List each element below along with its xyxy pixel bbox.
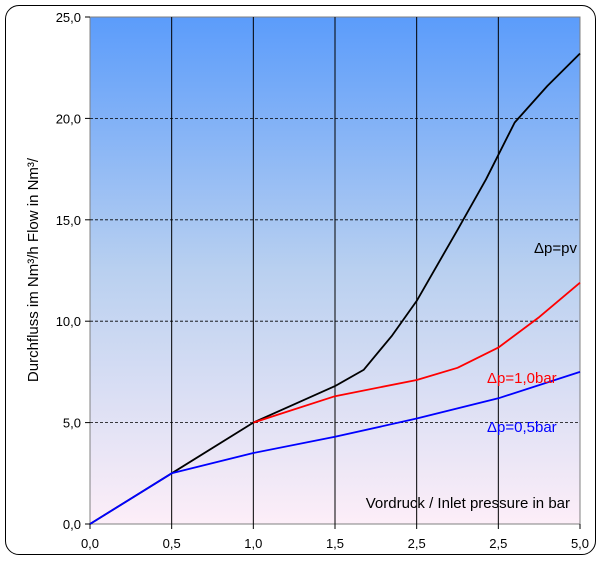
x-tick-label: 2,5 — [489, 536, 507, 551]
label-05bar: Δp=0,5bar — [487, 419, 557, 436]
x-tick-label: 5,0 — [571, 536, 589, 551]
y-tick-label: 10,0 — [56, 314, 81, 329]
x-tick-label: 0,5 — [163, 536, 181, 551]
label-1bar: Δp=1,0bar — [487, 370, 557, 387]
series-line-2 — [89, 371, 581, 525]
y-tick-label: 0,0 — [63, 517, 81, 532]
x-axis-label: Vordruck / Inlet pressure in bar — [366, 495, 570, 512]
y-tick-label: 15,0 — [56, 213, 81, 228]
chart-frame — [5, 5, 596, 555]
y-tick-label: 25,0 — [56, 10, 81, 25]
y-tick-label: 20,0 — [56, 111, 81, 126]
series-group — [89, 52, 581, 525]
y-axis-label: Durchfluss im Nm³/h Flow in Nm³/ — [25, 157, 42, 382]
series-line-1 — [253, 282, 581, 424]
x-tick-label: 1,5 — [326, 536, 344, 551]
grid — [90, 17, 580, 524]
x-tick-label: 0,0 — [81, 536, 99, 551]
x-tick-label: 1,0 — [244, 536, 262, 551]
y-tick-label: 5,0 — [63, 416, 81, 431]
tick-labels: 0,0 0,5 1,0 1,5 2,5 2,5 5,0 0,0 5,0 10,0 15,0 20,0 2… — [56, 10, 589, 551]
label-pv: Δp=pv — [534, 240, 577, 257]
x-tick-label: 2,5 — [408, 536, 426, 551]
